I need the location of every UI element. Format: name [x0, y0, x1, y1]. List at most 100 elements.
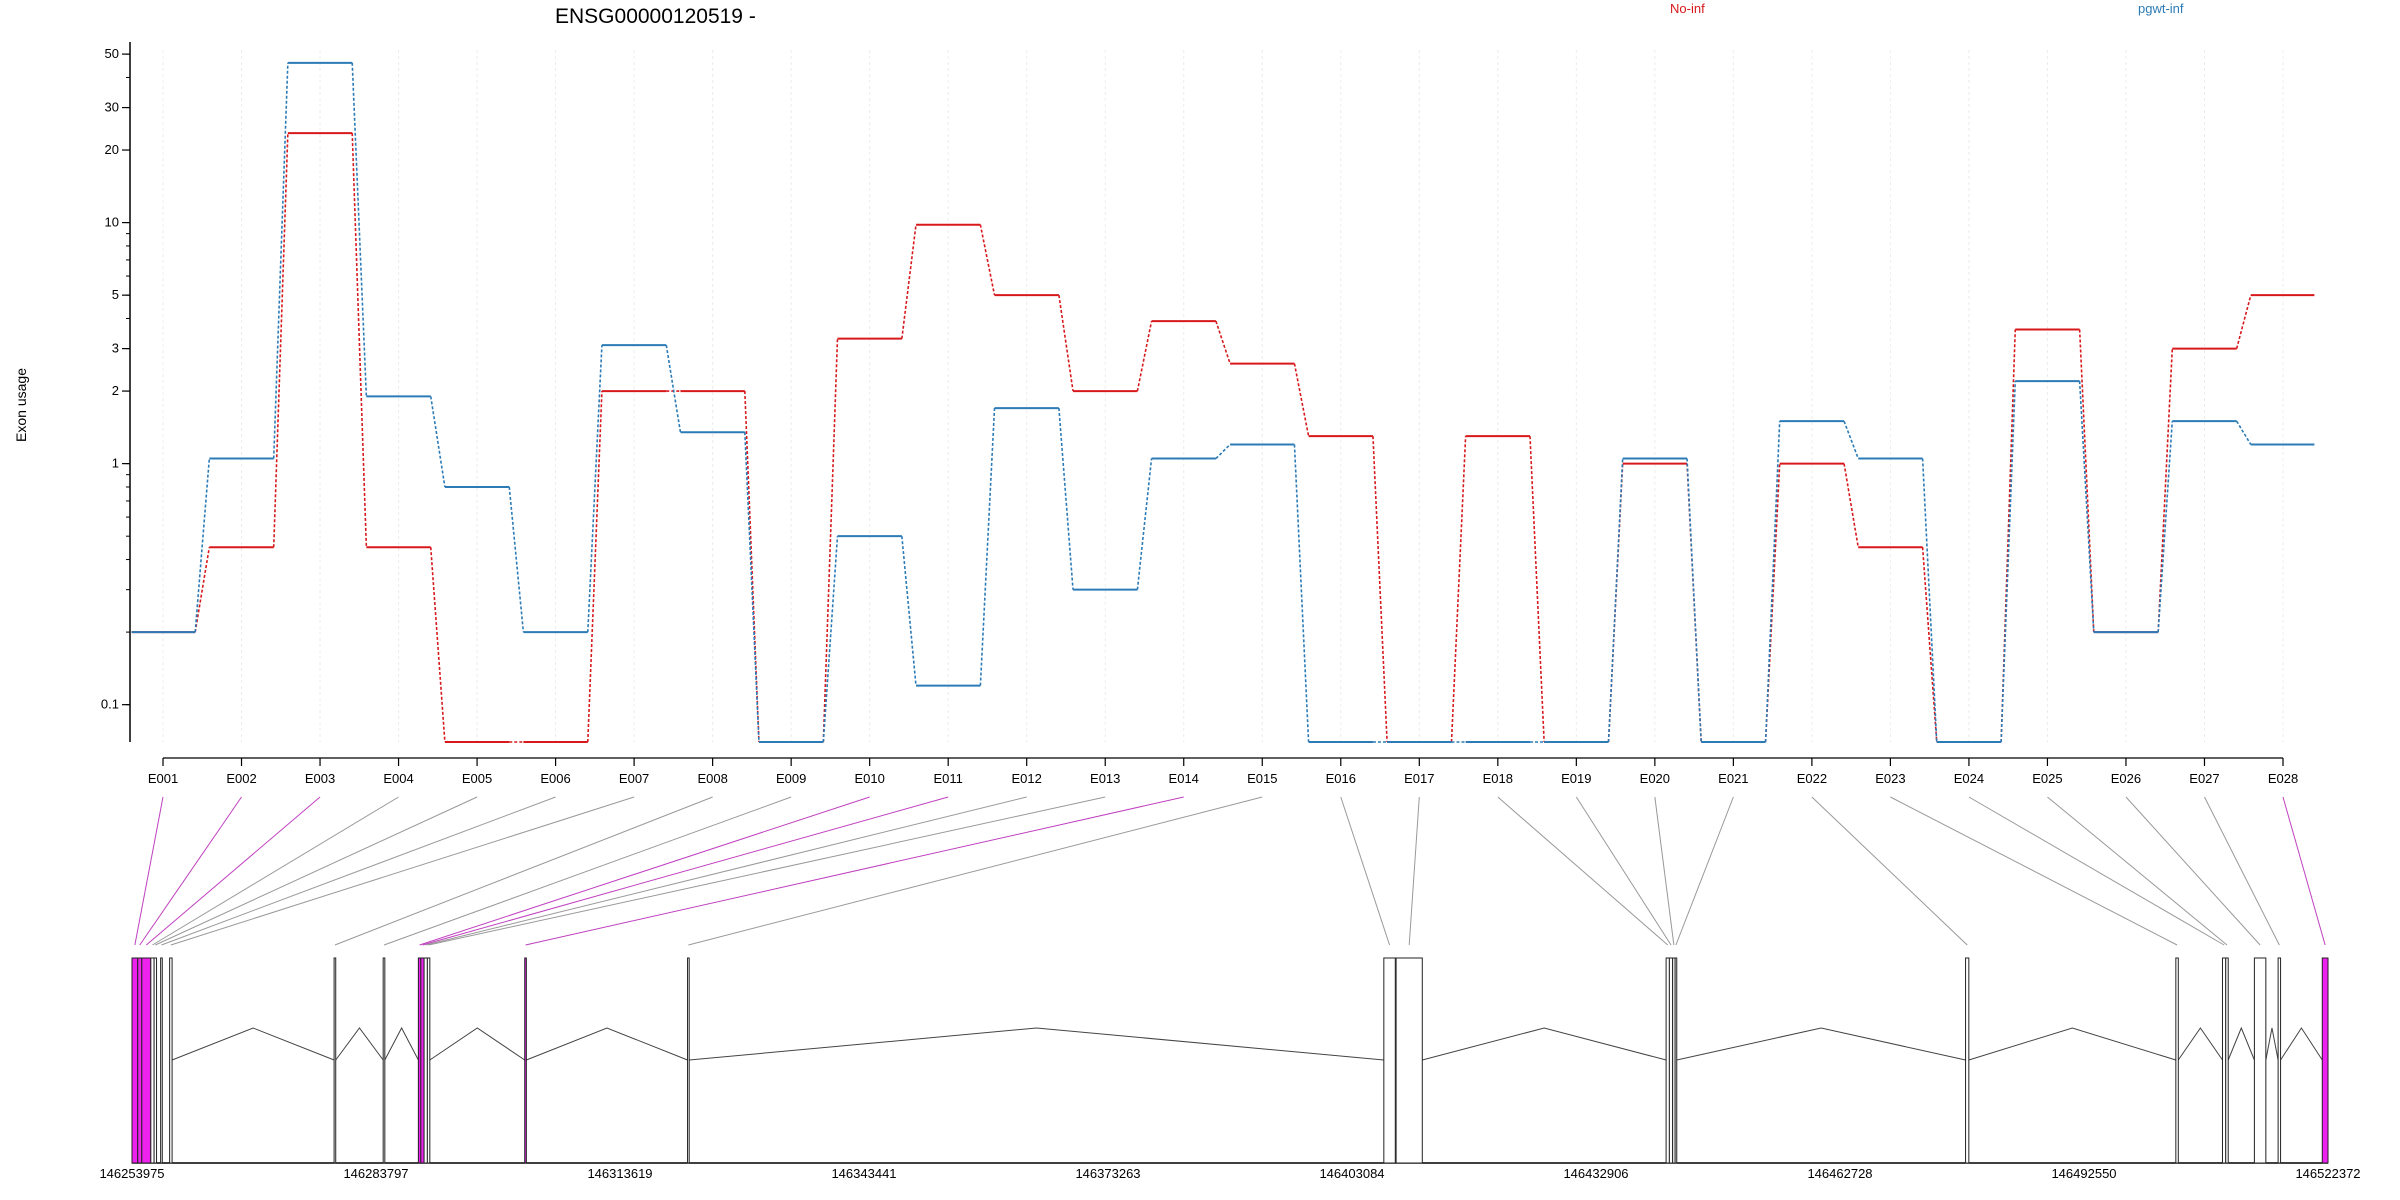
exon-connector: [134, 796, 164, 946]
exon-box: [524, 957, 527, 1164]
intron: [2280, 1027, 2323, 1061]
exon-connector: [152, 796, 399, 946]
coordinate-tick-label: 146432906: [1563, 1166, 1628, 1181]
x-tick-label: E011: [933, 771, 962, 786]
x-tick-label: E021: [1718, 771, 1748, 786]
coordinate-tick-label: 146343441: [831, 1166, 896, 1181]
series-transition: [1921, 458, 1938, 743]
series-transition: [351, 133, 368, 548]
exon-connector: [1968, 796, 2225, 946]
exon-connector-lines: [134, 796, 2326, 946]
series-transition: [1293, 363, 1310, 437]
y-tick-label: 1: [112, 456, 119, 471]
x-tick-label: E009: [776, 771, 806, 786]
y-tick-label: 20: [105, 142, 119, 157]
coordinate-tick-label: 146403084: [1319, 1166, 1384, 1181]
y-axis-label: Exon usage: [13, 368, 29, 442]
series-transition: [822, 338, 839, 743]
series-transition: [1686, 458, 1702, 743]
x-tick-label: E017: [1404, 771, 1434, 786]
series-transition: [2078, 381, 2095, 633]
x-tick-label: E025: [2032, 771, 2062, 786]
coordinate-tick-label: 146462728: [1807, 1166, 1872, 1181]
x-tick-label: E008: [697, 771, 727, 786]
x-tick-label: E026: [2111, 771, 2141, 786]
vertical-gridlines: [162, 50, 2284, 742]
chart-axes: 0.1 1 2 3 5 10 20 30 50 E001 E002 E003 E004 E005 E006 E…: [101, 42, 2298, 786]
x-tick-label: E001: [148, 771, 178, 786]
series-transition: [2157, 348, 2174, 633]
series-transition: [272, 62, 289, 459]
exon-connector: [422, 796, 949, 946]
exon-connector: [2282, 796, 2326, 946]
exon-box: [687, 957, 690, 1164]
exon-connector: [161, 796, 556, 946]
exon-connector: [1497, 796, 1669, 946]
y-tick-label: 5: [112, 287, 119, 302]
x-tick-label: E002: [226, 771, 256, 786]
series-transition: [2000, 329, 2017, 743]
intron: [429, 1027, 526, 1061]
intron: [1968, 1027, 2176, 1061]
exon-box: [2175, 957, 2179, 1164]
series-transition: [586, 391, 603, 743]
series-transition: [194, 547, 211, 633]
series-transition: [194, 458, 211, 633]
exon-box: [1674, 957, 1678, 1164]
exon-connector: [1340, 796, 1391, 946]
x-tick-label: E007: [619, 771, 649, 786]
exon-box: [1395, 957, 1423, 1164]
series-transition: [351, 62, 368, 397]
series-transition: [429, 547, 446, 743]
x-tick-label: E013: [1090, 771, 1120, 786]
y-tick-label: 10: [105, 215, 119, 230]
exon-connector: [139, 796, 242, 946]
exon-box: [131, 957, 139, 1164]
x-tick-label: E010: [854, 771, 884, 786]
exon-box: [2277, 957, 2282, 1164]
series-transition: [272, 133, 289, 548]
series-transition: [744, 432, 760, 743]
exon-connector: [2125, 796, 2261, 946]
intron: [1676, 1027, 1966, 1061]
exon-connector: [425, 796, 1027, 946]
x-tick-label: E027: [2189, 771, 2219, 786]
x-tick-label: E024: [1954, 771, 1984, 786]
series-transition: [979, 408, 996, 686]
exon-box: [141, 957, 152, 1164]
series-transition: [2235, 420, 2252, 445]
series-transition: [1607, 458, 1624, 743]
series-transition: [1215, 320, 1231, 364]
y-tick-label: 30: [105, 100, 119, 115]
series-transition: [1450, 436, 1467, 743]
exon-box: [1965, 957, 1970, 1164]
series-transition: [508, 486, 525, 633]
x-tick-label: E028: [2268, 771, 2298, 786]
series-transition: [901, 224, 917, 339]
x-tick-label: E014: [1169, 771, 1199, 786]
coordinate-tick-label: 146492550: [2051, 1166, 2116, 1181]
legend-entry-no-inf: No-inf: [1670, 1, 1705, 16]
exon-box: [160, 957, 163, 1164]
series-transition: [822, 536, 839, 743]
exon-connector: [1675, 796, 1734, 946]
series-transition: [1215, 443, 1231, 460]
series-transition: [1529, 436, 1545, 743]
exon-connector: [1575, 796, 1672, 946]
coordinate-tick-label: 146313619: [587, 1166, 652, 1181]
series-transition: [2000, 381, 2017, 743]
y-tick-label: 2: [112, 383, 119, 398]
intron: [689, 1027, 1384, 1061]
series-transition: [665, 345, 682, 433]
coordinate-tick-label: 146373263: [1075, 1166, 1140, 1181]
x-tick-label: E016: [1326, 771, 1356, 786]
series-transition: [586, 345, 603, 633]
exon-connector: [155, 796, 478, 946]
exon-box: [2321, 957, 2329, 1164]
exon-box: [2225, 957, 2229, 1164]
x-tick-label: E018: [1483, 771, 1513, 786]
x-tick-label: E006: [540, 771, 570, 786]
y-tick-label: 0.1: [101, 697, 119, 712]
exon-box: [382, 957, 386, 1164]
